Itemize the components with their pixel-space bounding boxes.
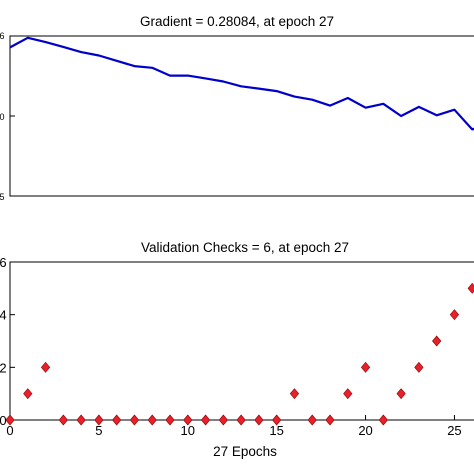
validation-x-tick-label: 5 <box>95 423 102 438</box>
validation-y-tick-label: 6 <box>0 255 7 270</box>
validation-point <box>432 335 442 347</box>
validation-point <box>414 361 424 373</box>
validation-point <box>396 388 406 400</box>
validation-point <box>183 414 193 426</box>
validation-point <box>378 414 388 426</box>
gradient-y-tick-label: 0 <box>0 112 5 122</box>
validation-point <box>272 414 282 426</box>
gradient-series <box>9 36 474 131</box>
validation-chart: Validation Checks = 6, at epoch 27 0 5 10 1… <box>0 240 474 459</box>
gradient-y-tick-labels: 6 0 5 <box>0 31 5 202</box>
gradient-plot-area <box>9 35 474 197</box>
validation-y-tick-label: 0 <box>0 413 7 428</box>
validation-point <box>112 414 122 426</box>
validation-point <box>236 414 246 426</box>
validation-point <box>5 414 15 426</box>
gradient-chart-title: Gradient = 0.28084, at epoch 27 <box>140 14 334 29</box>
gradient-chart: Gradient = 0.28084, at epoch 27 6 0 5 <box>0 14 474 202</box>
validation-point <box>325 414 335 426</box>
validation-point <box>343 388 353 400</box>
validation-point <box>200 414 211 426</box>
validation-markers <box>5 282 474 426</box>
validation-point <box>449 309 460 321</box>
gradient-y-tick-label: 6 <box>0 31 5 41</box>
validation-x-tick-label: 10 <box>181 423 195 438</box>
validation-y-tick-label: 2 <box>0 360 7 375</box>
validation-point <box>58 414 68 426</box>
validation-point <box>76 414 86 426</box>
validation-x-tick-label: 0 <box>6 423 13 438</box>
validation-chart-title: Validation Checks = 6, at epoch 27 <box>141 240 349 255</box>
validation-point <box>94 414 104 426</box>
validation-point <box>147 414 157 426</box>
gradient-y-ticks <box>10 35 15 197</box>
validation-point <box>218 414 228 426</box>
validation-point <box>467 282 474 294</box>
validation-y-tick-labels: 0 2 4 6 <box>0 255 7 428</box>
validation-plot-area <box>9 261 474 421</box>
gradient-line <box>9 36 474 131</box>
validation-x-tick-label: 15 <box>269 423 283 438</box>
validation-y-tick-label: 4 <box>0 308 7 323</box>
validation-point <box>360 361 371 373</box>
validation-x-tick-label: 20 <box>358 423 372 438</box>
validation-point <box>307 414 317 426</box>
gradient-y-tick-label: 5 <box>0 192 5 202</box>
validation-x-tick-label: 25 <box>447 423 461 438</box>
validation-x-axis-label: 27 Epochs <box>213 444 277 459</box>
validation-point <box>165 414 175 426</box>
validation-point <box>23 388 33 400</box>
validation-point <box>254 414 264 426</box>
validation-point <box>40 361 51 373</box>
validation-x-tick-labels: 0 5 10 15 20 25 <box>6 423 461 438</box>
validation-point <box>129 414 140 426</box>
validation-point <box>289 388 300 400</box>
